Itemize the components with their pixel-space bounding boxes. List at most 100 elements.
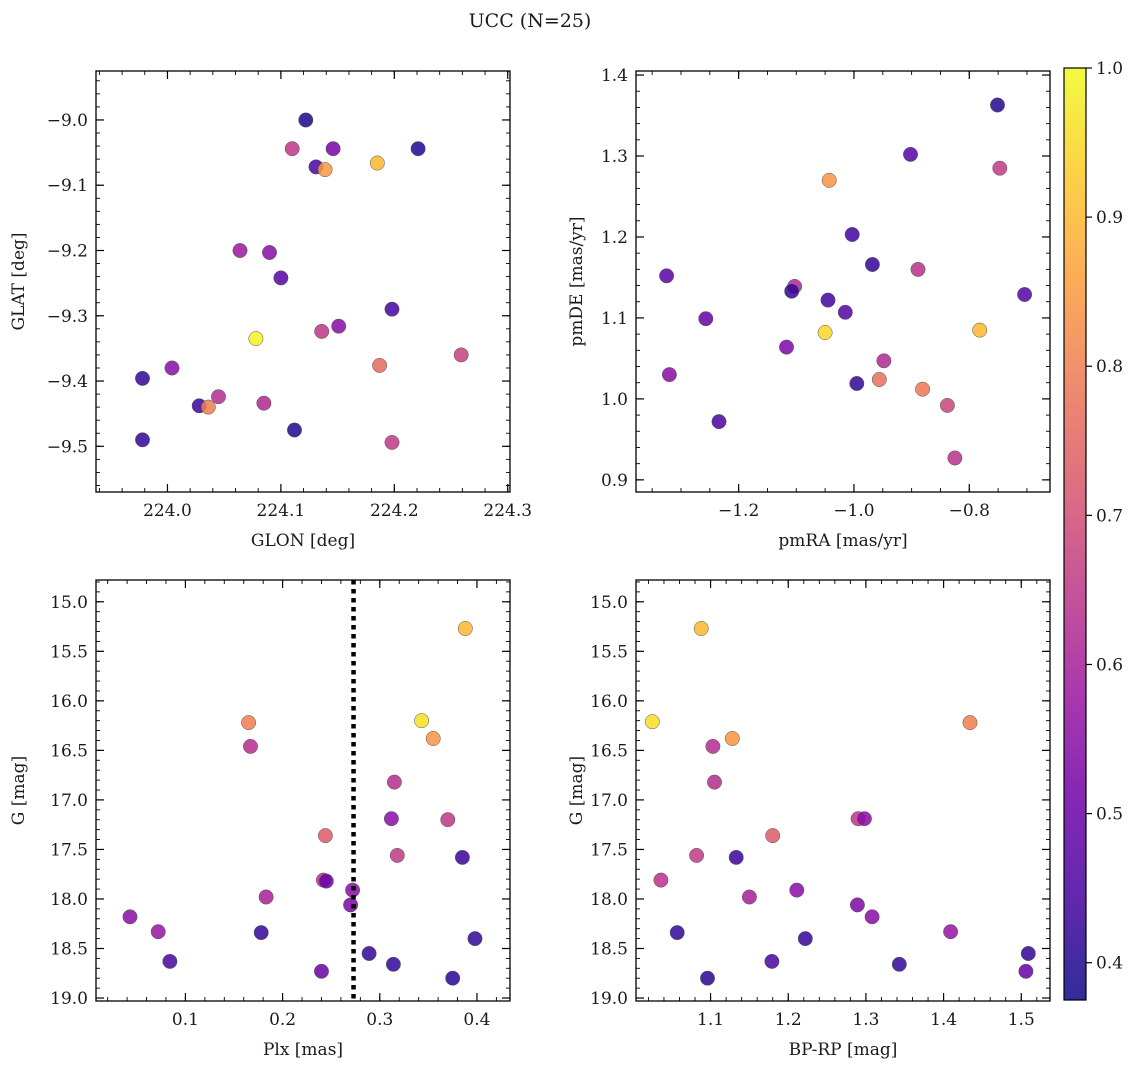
data-point xyxy=(644,714,660,730)
data-point xyxy=(891,956,907,972)
data-point xyxy=(284,141,300,157)
x-tick-label: 224.2 xyxy=(370,501,419,521)
y-tick-label: 15.0 xyxy=(590,593,628,613)
x-axis-label: Plx [mas] xyxy=(263,1040,343,1060)
x-tick-label: −1.0 xyxy=(833,501,874,521)
y-tick-label: 17.0 xyxy=(50,791,88,811)
y-tick-label: 1.0 xyxy=(601,390,628,410)
x-tick-label: 0.3 xyxy=(366,1010,393,1030)
data-point xyxy=(871,372,887,387)
data-point xyxy=(817,325,833,340)
data-point xyxy=(453,347,469,363)
data-point xyxy=(661,367,677,383)
data-point xyxy=(241,715,257,731)
axes-frame xyxy=(635,579,1051,1002)
y-axis-label: G [mag] xyxy=(9,756,29,825)
data-point xyxy=(383,811,399,827)
data-point xyxy=(135,370,150,386)
data-point xyxy=(385,956,401,972)
y-tick-label: −9.1 xyxy=(47,176,88,196)
panel-colour-magnitude: 1.1 1.2 1.3 1.4 1.5 15.0 15.5 16.0 16.5 17.0 17.5 1… xyxy=(567,579,1051,1060)
y-axis-label: GLAT [deg] xyxy=(9,232,29,330)
ticks xyxy=(636,71,1050,492)
data-point xyxy=(724,731,740,746)
data-point xyxy=(361,946,377,961)
x-tick-label: 224.1 xyxy=(257,501,306,521)
data-point xyxy=(821,172,837,188)
data-point xyxy=(943,924,959,940)
y-tick-label: 17.5 xyxy=(590,840,628,860)
data-point xyxy=(258,889,274,905)
x-tick-label: 1.3 xyxy=(852,1010,879,1030)
data-point xyxy=(789,882,805,898)
data-point xyxy=(915,381,931,397)
y-tick-label: 16.0 xyxy=(590,692,628,712)
colorbar-tick-label: 0.6 xyxy=(1096,655,1123,675)
ticks xyxy=(96,580,510,1001)
data-point xyxy=(372,357,388,373)
y-tick-label: 18.0 xyxy=(590,890,628,910)
data-point xyxy=(389,847,405,863)
data-point xyxy=(440,812,456,828)
data-point xyxy=(410,141,426,157)
figure-title: UCC (N=25) xyxy=(469,10,592,32)
y-tick-label: −9.4 xyxy=(47,372,88,392)
data-point xyxy=(837,304,853,320)
y-tick-label: 18.5 xyxy=(590,939,628,959)
data-point xyxy=(849,376,865,391)
data-point xyxy=(764,953,780,969)
points xyxy=(135,112,469,450)
colorbar-gradient xyxy=(1063,67,1087,1001)
data-point xyxy=(369,155,385,171)
data-point xyxy=(1017,287,1033,302)
y-tick-label: −9.3 xyxy=(47,307,88,327)
data-point xyxy=(122,909,138,925)
data-point xyxy=(262,245,277,260)
data-point xyxy=(992,160,1008,176)
data-point xyxy=(331,318,347,334)
data-point xyxy=(698,311,714,327)
x-tick-label: 0.4 xyxy=(463,1010,490,1030)
data-point xyxy=(856,811,872,827)
data-point xyxy=(200,399,216,415)
panel-sky-position: 224.0 224.1 224.2 224.3 −9.0 −9.1 −9.2 −9.3 −9.4… xyxy=(9,70,532,551)
points xyxy=(644,621,1036,986)
data-point xyxy=(248,331,264,347)
x-tick-label: 0.2 xyxy=(269,1010,296,1030)
data-point xyxy=(445,970,461,986)
y-tick-label: 19.0 xyxy=(50,989,88,1009)
data-point xyxy=(693,621,709,636)
x-axis-label: pmRA [mas/yr] xyxy=(778,531,907,551)
panels: 224.0 224.1 224.2 224.3 −9.0 −9.1 −9.2 −9.3 −9.4… xyxy=(9,66,1051,1060)
data-point xyxy=(425,731,441,746)
data-point xyxy=(962,715,978,731)
data-point xyxy=(298,112,314,128)
data-point xyxy=(162,953,178,969)
y-tick-label: 16.5 xyxy=(590,741,628,761)
data-point xyxy=(318,873,334,889)
colorbar-tick-label: 0.8 xyxy=(1096,357,1123,377)
data-point xyxy=(797,931,813,947)
data-point xyxy=(972,322,988,338)
data-point xyxy=(844,227,860,242)
data-point xyxy=(779,339,794,355)
y-axis-label: pmDE [mas/yr] xyxy=(567,216,587,346)
x-tick-label: 1.2 xyxy=(775,1010,802,1030)
data-point xyxy=(314,963,329,979)
y-tick-label: 18.0 xyxy=(50,890,88,910)
y-tick-label: 1.4 xyxy=(601,66,628,86)
data-point xyxy=(711,414,727,430)
data-point xyxy=(467,931,483,947)
axes-frame xyxy=(95,579,511,1002)
x-tick-label: −0.8 xyxy=(949,501,990,521)
data-point xyxy=(939,397,955,413)
data-point xyxy=(325,141,341,157)
x-tick-label: 1.1 xyxy=(697,1010,724,1030)
data-point xyxy=(707,774,722,790)
data-point xyxy=(990,97,1005,113)
y-tick-label: 16.0 xyxy=(50,692,88,712)
data-point xyxy=(454,849,470,865)
data-point xyxy=(243,738,258,754)
data-point xyxy=(150,924,166,940)
